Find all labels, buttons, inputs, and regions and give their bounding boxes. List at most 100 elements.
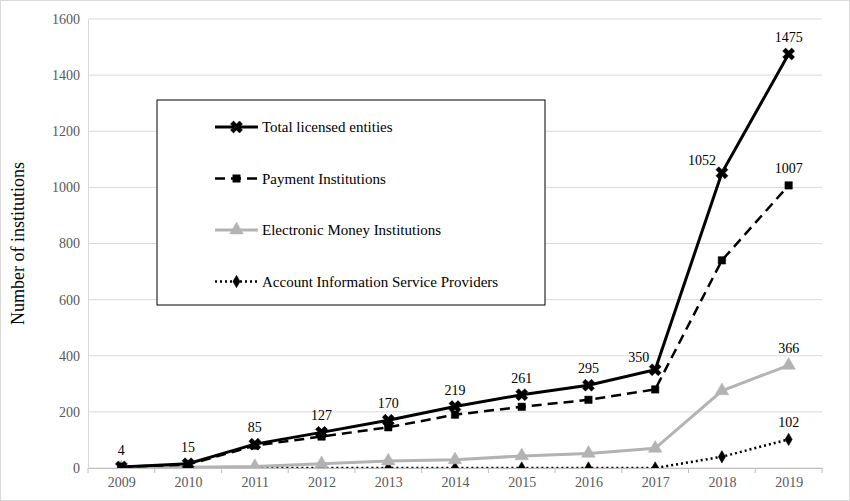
y-axis-title: Number of institutions <box>8 162 28 325</box>
x-tick: 2009 <box>108 468 136 490</box>
x-tick: 2018 <box>708 468 736 490</box>
x-boundary-mark <box>421 468 422 473</box>
x-tick: 2016 <box>575 468 603 490</box>
y-tick: 200 <box>59 405 88 420</box>
x-boundary-mark <box>755 468 756 473</box>
point-marker <box>179 455 197 468</box>
y-tick: 600 <box>59 293 88 308</box>
point-marker <box>315 456 329 468</box>
x-axis: 2009201020112012201320142015201620172018… <box>88 468 823 490</box>
data-label: 261 <box>511 371 532 386</box>
data-label: 366 <box>778 341 799 356</box>
data-label: 85 <box>248 420 262 435</box>
legend-label: Total licensed entities <box>262 119 393 135</box>
y-axis: 0 200 400 600 800 1000 1200 1400 1600 <box>52 12 89 476</box>
series-line <box>121 54 788 467</box>
y-tick-label: 1400 <box>52 68 80 83</box>
y-tick: 1200 <box>52 124 88 139</box>
x-tick-label: 2009 <box>108 475 136 490</box>
x-tick: 2015 <box>508 468 536 490</box>
x-boundary-mark <box>288 468 289 473</box>
x-tick-label: 2014 <box>442 475 470 490</box>
y-tick-label: 800 <box>59 236 80 251</box>
data-label: 170 <box>378 396 399 411</box>
grid-line <box>88 355 822 356</box>
x-tick-label: 2011 <box>242 475 269 490</box>
point-marker <box>585 462 592 468</box>
legend-marker <box>233 275 240 287</box>
x-boundary-mark <box>88 468 89 473</box>
background <box>1 1 850 501</box>
x-tick: 2019 <box>775 468 803 490</box>
point-marker <box>780 45 798 63</box>
point-marker <box>785 182 792 189</box>
point-marker <box>379 411 397 429</box>
point-marker <box>785 433 792 445</box>
y-tick: 0 <box>73 461 88 476</box>
point-marker <box>248 459 262 468</box>
data-label: 1475 <box>775 30 803 45</box>
point-marker <box>652 462 659 468</box>
y-tick-label: 400 <box>59 349 80 364</box>
point-marker <box>448 452 462 464</box>
y-tick: 800 <box>59 236 88 251</box>
x-tick: 2012 <box>308 468 336 490</box>
x-boundary-mark <box>354 468 355 473</box>
legend-marker <box>230 222 244 234</box>
point-marker <box>518 462 525 468</box>
y-tick-label: 200 <box>59 405 80 420</box>
data-label: 295 <box>578 361 599 376</box>
y-tick-label: 600 <box>59 293 80 308</box>
point-marker <box>579 376 597 394</box>
point-marker <box>718 451 725 463</box>
point-marker <box>515 448 529 460</box>
y-tick: 1400 <box>52 68 88 83</box>
y-axis-line <box>88 20 89 469</box>
x-tick-label: 2019 <box>775 475 803 490</box>
x-tick: 2011 <box>242 468 269 490</box>
x-tick-label: 2013 <box>375 475 403 490</box>
point-marker <box>718 257 725 264</box>
x-boundary-mark <box>621 468 622 473</box>
y-tick: 400 <box>59 349 88 364</box>
x-boundary-mark <box>154 468 155 473</box>
y-tick-label: 1200 <box>52 124 80 139</box>
y-tick-label: 1000 <box>52 180 80 195</box>
x-tick: 2013 <box>375 468 403 490</box>
y-tick: 1600 <box>52 12 88 27</box>
point-marker <box>313 423 331 441</box>
point-marker <box>648 441 662 453</box>
grid-line <box>88 75 822 76</box>
legend-marker <box>227 118 245 136</box>
legend: Total licensed entitiesPayment Instituti… <box>157 100 545 305</box>
plot-area <box>112 45 797 468</box>
data-labels: 4158512717021926129535010521475100736610… <box>118 30 803 458</box>
x-tick: 2014 <box>442 468 470 490</box>
point-marker <box>112 458 130 468</box>
x-tick: 2010 <box>175 468 203 490</box>
data-label: 1007 <box>775 161 803 176</box>
x-axis-line <box>89 468 823 469</box>
x-boundary-mark <box>221 468 222 473</box>
legend-box <box>157 100 545 305</box>
data-label: 1052 <box>688 153 716 168</box>
grid-line <box>88 19 822 20</box>
legend-label: Account Information Service Providers <box>262 274 498 290</box>
point-marker <box>782 357 796 369</box>
x-boundary-mark <box>555 468 556 473</box>
point-marker <box>715 383 729 395</box>
legend-label: Electronic Money Institutions <box>262 222 441 238</box>
data-label: 219 <box>445 383 466 398</box>
x-boundary-mark <box>488 468 489 473</box>
point-marker <box>513 386 531 404</box>
point-marker <box>585 396 592 403</box>
y-tick: 1000 <box>52 180 88 195</box>
x-boundary-mark <box>822 468 823 473</box>
y-tick-label: 1600 <box>52 12 80 27</box>
point-marker <box>381 453 395 465</box>
chart: 0 200 400 600 800 1000 1200 1400 1600 2009 2010 201… <box>0 0 850 501</box>
point-marker <box>651 386 658 393</box>
x-tick-label: 2012 <box>308 475 336 490</box>
x-tick-label: 2016 <box>575 475 603 490</box>
point-marker <box>246 435 264 453</box>
